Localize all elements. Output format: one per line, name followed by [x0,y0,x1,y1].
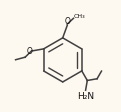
Text: H₂N: H₂N [77,92,94,100]
Text: CH₃: CH₃ [74,14,86,19]
Text: O: O [26,47,32,56]
Text: O: O [64,17,70,26]
